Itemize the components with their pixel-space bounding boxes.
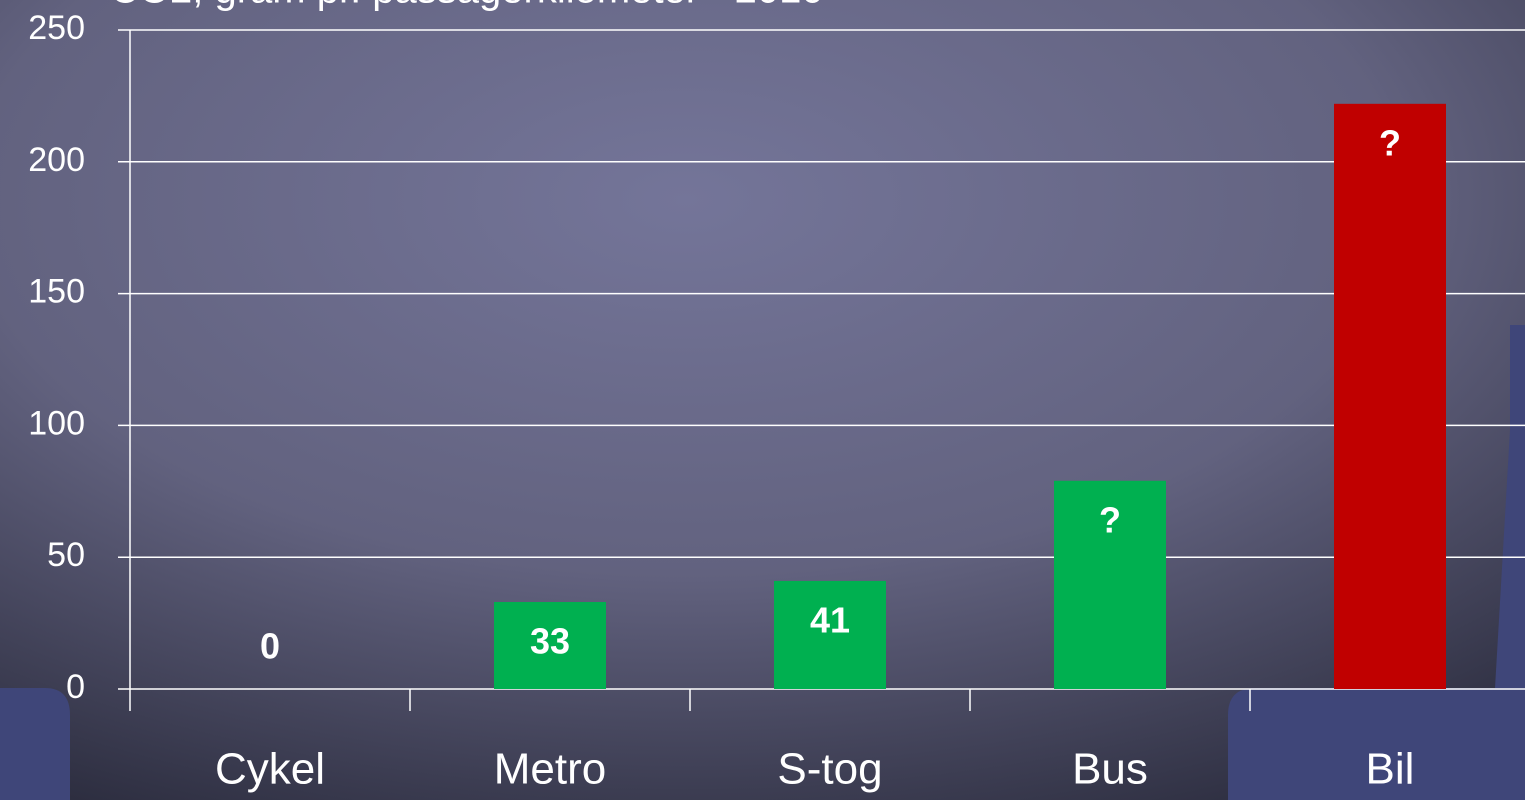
decoration [0, 688, 70, 800]
y-tick-label: 200 [28, 141, 85, 179]
value-label: 0 [260, 626, 280, 667]
value-label: ? [1099, 499, 1121, 540]
x-tick-label: Bil [1366, 745, 1415, 794]
value-label: ? [1379, 122, 1401, 163]
x-tick-label: Bus [1072, 745, 1148, 794]
x-tick-label: S-tog [777, 745, 882, 794]
y-tick-label: 100 [28, 404, 85, 442]
bar [494, 602, 606, 689]
decoration [1228, 325, 1525, 800]
value-label: 33 [530, 621, 570, 662]
y-tick-label: 50 [47, 536, 85, 574]
chart-title: CO2, gram pr. passagerkilometer - 2010 [110, 0, 824, 12]
value-label: 41 [810, 599, 850, 640]
bar [1054, 480, 1166, 689]
x-tick-label: Cykel [215, 745, 325, 794]
x-tick-label: Metro [494, 745, 606, 794]
y-tick-label: 250 [28, 9, 85, 47]
y-tick-label: 150 [28, 273, 85, 311]
y-tick-label: 0 [66, 668, 85, 706]
bar [1334, 103, 1446, 690]
bar [774, 580, 886, 689]
